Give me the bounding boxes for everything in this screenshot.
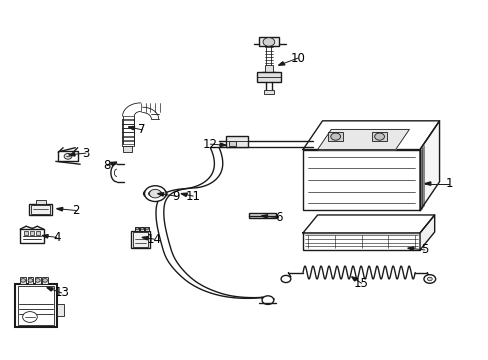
Circle shape bbox=[136, 228, 139, 230]
Ellipse shape bbox=[148, 190, 162, 197]
Polygon shape bbox=[158, 193, 163, 196]
Bar bbox=[31, 205, 50, 214]
Text: 9: 9 bbox=[172, 190, 180, 203]
Polygon shape bbox=[419, 215, 434, 250]
Polygon shape bbox=[57, 207, 63, 211]
Polygon shape bbox=[424, 182, 430, 185]
Bar bbox=[42, 277, 48, 284]
Text: 12: 12 bbox=[203, 138, 218, 150]
Bar bbox=[328, 132, 342, 141]
Circle shape bbox=[330, 133, 340, 140]
Circle shape bbox=[42, 279, 47, 282]
Text: 2: 2 bbox=[72, 204, 80, 217]
Polygon shape bbox=[407, 247, 413, 251]
Bar bbox=[58, 151, 78, 161]
Polygon shape bbox=[220, 143, 225, 147]
Bar bbox=[18, 286, 54, 325]
Text: 14: 14 bbox=[146, 233, 162, 246]
Bar bbox=[145, 226, 149, 231]
Circle shape bbox=[374, 133, 384, 140]
Circle shape bbox=[64, 153, 72, 159]
Bar bbox=[36, 230, 40, 235]
Bar bbox=[27, 277, 33, 284]
Polygon shape bbox=[128, 126, 134, 130]
Bar bbox=[30, 230, 34, 235]
Bar bbox=[57, 304, 64, 316]
Polygon shape bbox=[181, 193, 187, 197]
Bar bbox=[24, 230, 28, 235]
Text: 7: 7 bbox=[138, 123, 145, 136]
Circle shape bbox=[141, 228, 143, 230]
Polygon shape bbox=[110, 162, 117, 166]
Bar bbox=[303, 149, 419, 211]
Text: 6: 6 bbox=[274, 211, 282, 224]
Bar bbox=[35, 277, 41, 284]
Circle shape bbox=[262, 296, 273, 305]
Polygon shape bbox=[303, 215, 434, 233]
Ellipse shape bbox=[143, 188, 166, 199]
Polygon shape bbox=[317, 130, 408, 149]
Bar bbox=[371, 132, 386, 141]
Text: 8: 8 bbox=[103, 159, 110, 172]
Circle shape bbox=[28, 279, 33, 282]
Bar bbox=[225, 136, 247, 147]
Bar bbox=[228, 141, 236, 145]
Text: 5: 5 bbox=[420, 243, 427, 256]
Bar bbox=[131, 231, 150, 248]
Bar bbox=[264, 90, 273, 94]
Polygon shape bbox=[261, 215, 267, 218]
Text: 4: 4 bbox=[53, 231, 61, 244]
Bar bbox=[256, 72, 281, 82]
Circle shape bbox=[20, 279, 25, 282]
Bar bbox=[36, 200, 45, 204]
Bar bbox=[20, 229, 43, 243]
Circle shape bbox=[145, 228, 148, 230]
Circle shape bbox=[423, 275, 435, 283]
Text: 3: 3 bbox=[82, 147, 89, 159]
Circle shape bbox=[35, 279, 40, 282]
Bar bbox=[303, 233, 419, 250]
Circle shape bbox=[263, 38, 274, 46]
Bar bbox=[249, 213, 276, 219]
Circle shape bbox=[22, 312, 37, 322]
Text: 11: 11 bbox=[185, 190, 201, 203]
Text: 13: 13 bbox=[54, 287, 69, 300]
Bar bbox=[259, 37, 278, 46]
Bar bbox=[29, 204, 52, 215]
Bar bbox=[20, 277, 26, 284]
Circle shape bbox=[427, 277, 431, 281]
Text: 15: 15 bbox=[353, 277, 368, 290]
Bar bbox=[140, 226, 144, 231]
Text: 10: 10 bbox=[290, 51, 305, 64]
Bar bbox=[15, 284, 57, 327]
Polygon shape bbox=[42, 235, 48, 238]
Bar bbox=[264, 65, 272, 72]
Polygon shape bbox=[351, 277, 357, 281]
Bar bbox=[135, 226, 139, 231]
Circle shape bbox=[144, 186, 165, 202]
Circle shape bbox=[149, 189, 161, 198]
Polygon shape bbox=[47, 288, 53, 291]
Polygon shape bbox=[278, 62, 285, 65]
Bar bbox=[123, 146, 132, 152]
Polygon shape bbox=[303, 121, 439, 149]
Bar bbox=[133, 232, 148, 247]
Polygon shape bbox=[419, 121, 439, 211]
Text: 1: 1 bbox=[445, 177, 452, 190]
Polygon shape bbox=[142, 237, 148, 240]
Polygon shape bbox=[69, 153, 75, 156]
Circle shape bbox=[281, 275, 290, 283]
